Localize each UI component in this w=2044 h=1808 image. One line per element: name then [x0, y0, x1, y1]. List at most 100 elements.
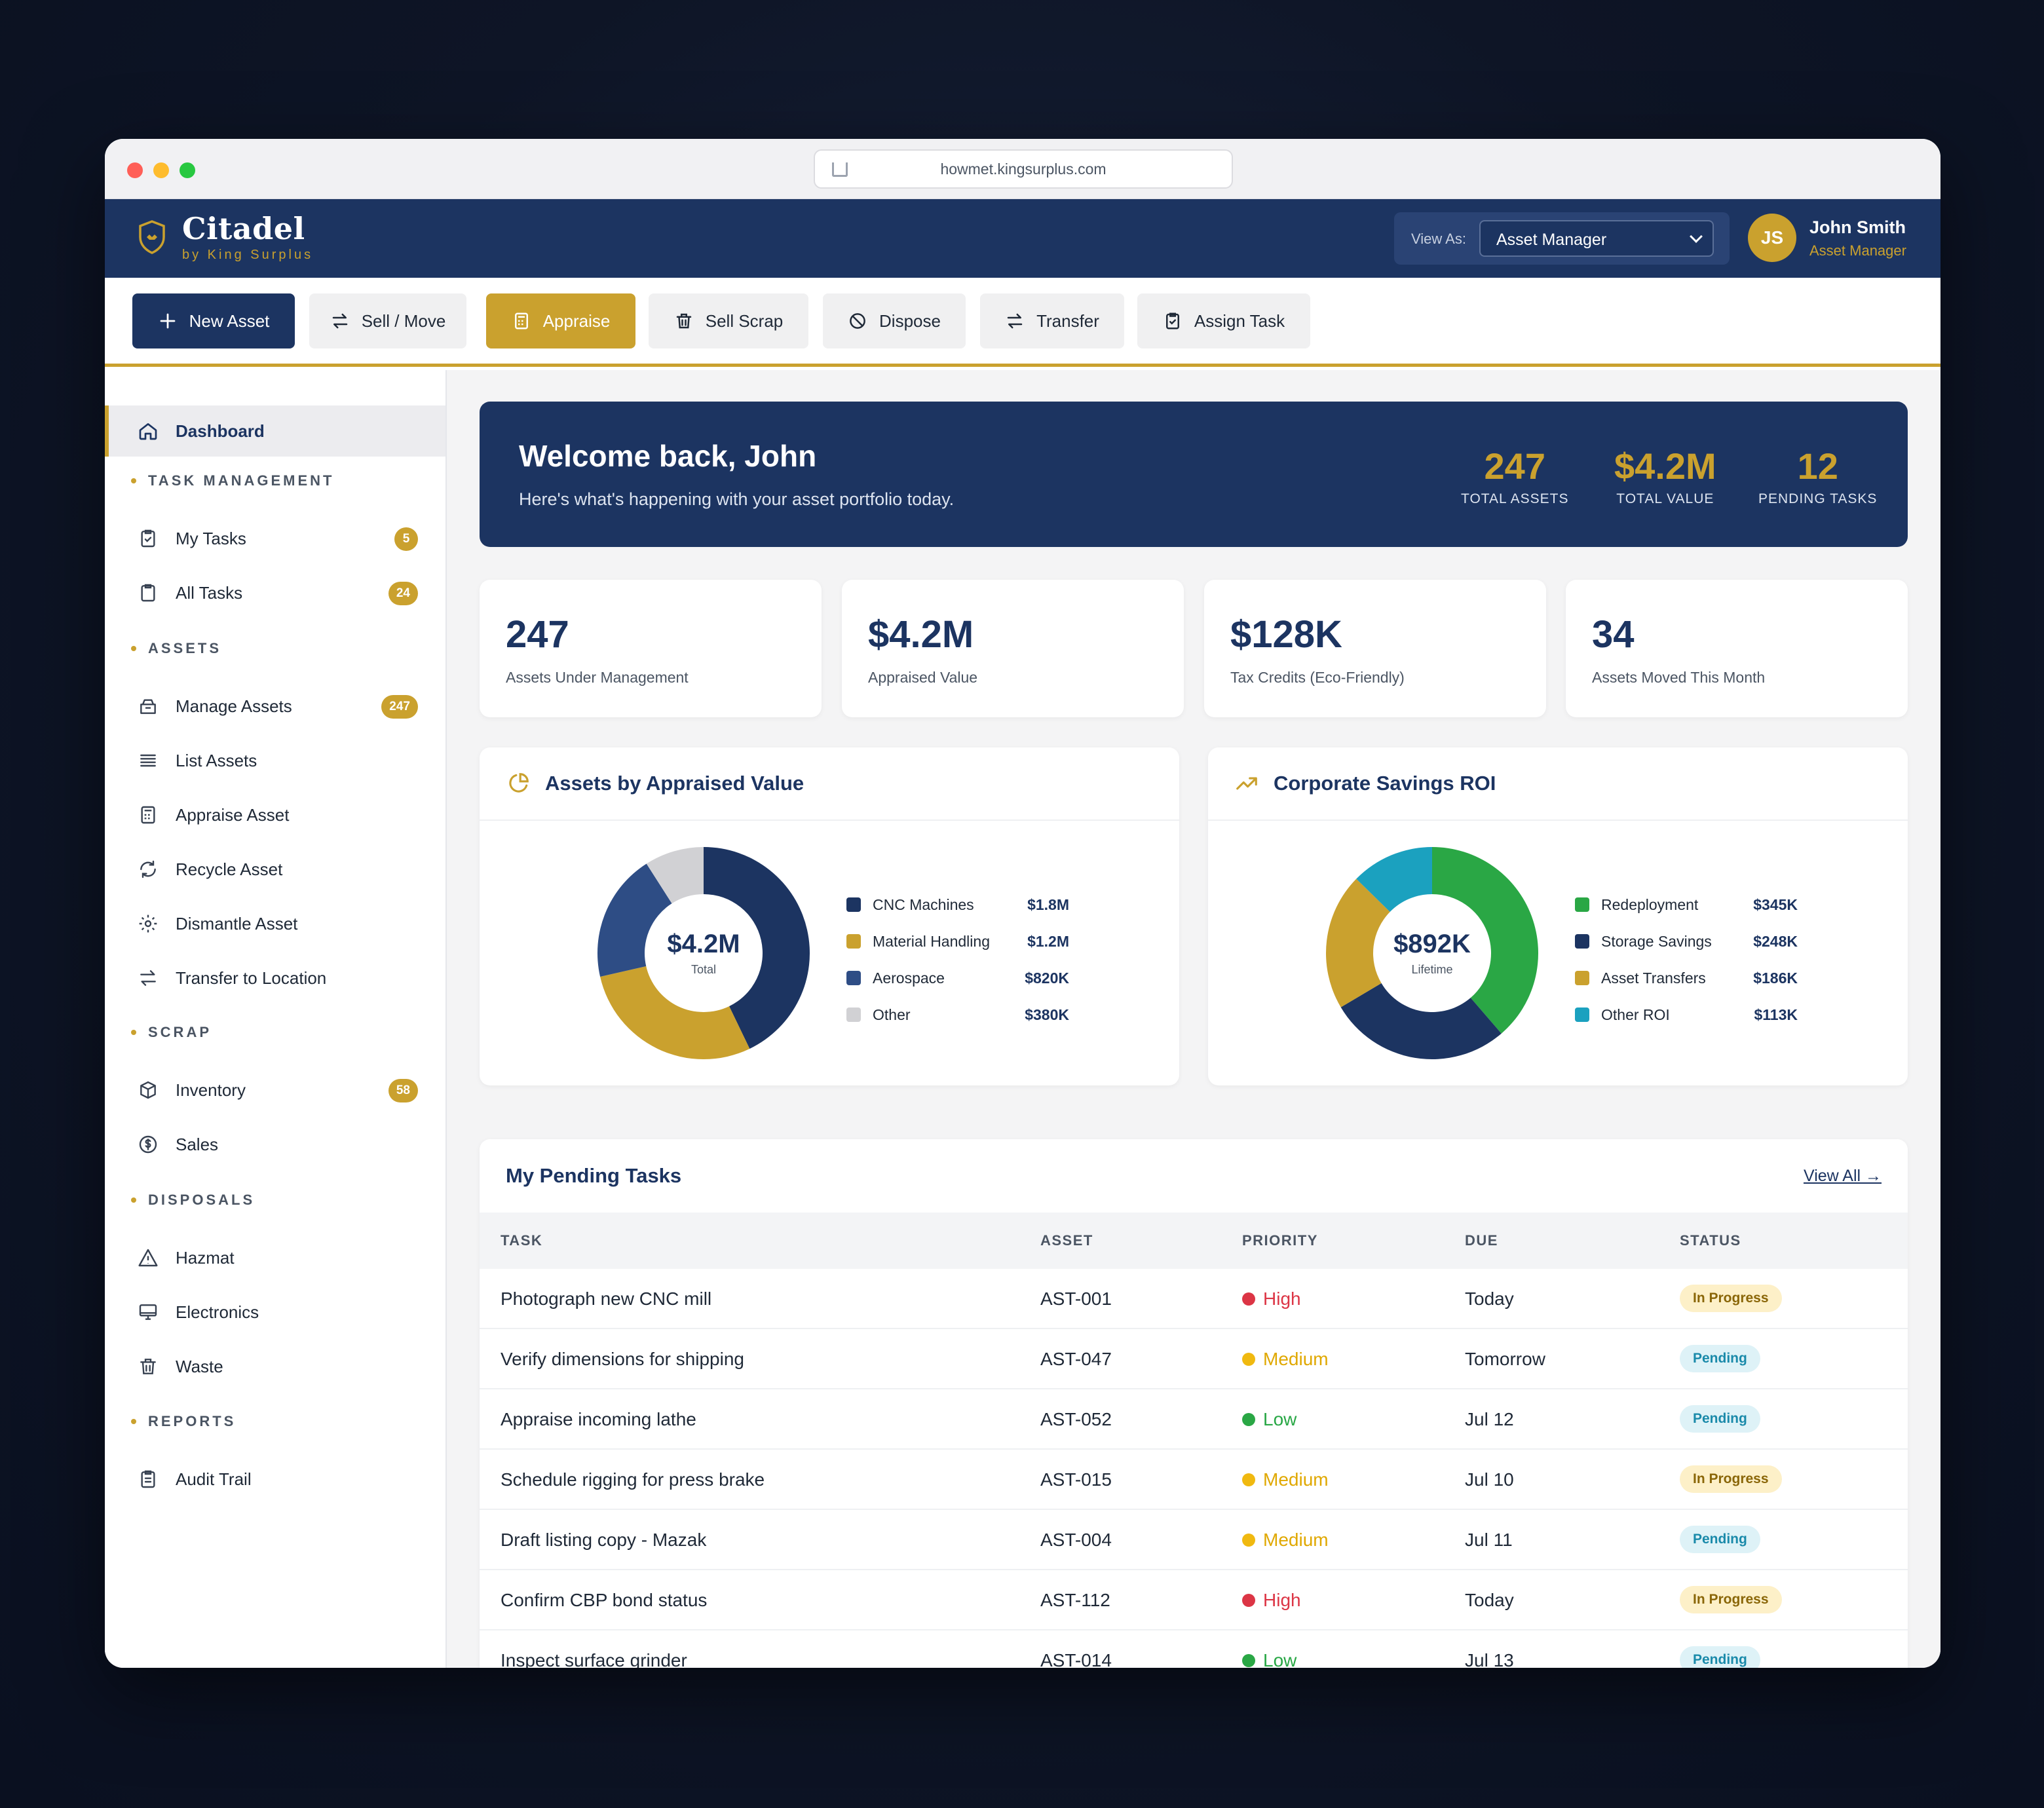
stat-value: $4.2M	[1614, 445, 1716, 487]
status-badge: In Progress	[1680, 1586, 1782, 1613]
address-bar[interactable]: howmet.kingsurplus.com	[814, 149, 1233, 189]
transfer-button[interactable]: Transfer	[980, 293, 1124, 348]
column-header-task[interactable]: TASK	[501, 1232, 543, 1249]
clipboard-check-icon	[141, 529, 155, 548]
sidebar-item-manage-assets[interactable]: Manage Assets 247	[105, 681, 445, 732]
sidebar-item-label: My Tasks	[176, 528, 246, 548]
table-row[interactable]: Confirm CBP bond status AST-112 High Today I…	[480, 1570, 1908, 1630]
priority-indicator: Low	[1242, 1650, 1296, 1668]
table-row[interactable]: Inspect surface grinder AST-014 Low Jul 13 P…	[480, 1630, 1908, 1668]
sidebar-item-all-tasks[interactable]: All Tasks 24	[105, 567, 445, 618]
sidebar-item-label: Electronics	[176, 1302, 259, 1322]
table-row[interactable]: Photograph new CNC mill AST-001 High Today I…	[480, 1269, 1908, 1329]
brand[interactable]: Citadel by King Surplus	[182, 211, 313, 263]
count-badge: 5	[394, 527, 418, 551]
sidebar-item-label: Dashboard	[176, 421, 265, 441]
ban-icon	[850, 313, 865, 329]
action-toolbar: New Asset Sell / Move Appraise Sell Scra…	[105, 278, 1940, 367]
status-badge: In Progress	[1680, 1285, 1782, 1312]
close-window-button[interactable]	[127, 162, 143, 178]
donut-center-value: $4.2M	[667, 930, 740, 958]
minimize-window-button[interactable]	[153, 162, 169, 178]
donut-slice-asset-transfers[interactable]	[1326, 878, 1390, 1008]
home-icon	[139, 423, 157, 440]
donut-slice-redeployment[interactable]	[1432, 847, 1538, 1034]
box-icon	[140, 699, 156, 714]
priority-indicator: Low	[1242, 1409, 1296, 1430]
calculator-icon	[514, 312, 528, 330]
table-row[interactable]: Draft listing copy - Mazak AST-004 Medium J…	[480, 1510, 1908, 1570]
sidebar-item-hazmat[interactable]: Hazmat	[105, 1232, 445, 1283]
donut-slice-material-handling[interactable]	[600, 966, 750, 1059]
assign-task-button[interactable]: Assign Task	[1137, 293, 1310, 348]
user-name[interactable]: John Smith	[1809, 217, 1906, 237]
table-row[interactable]: Appraise incoming lathe AST-052 Low Jul 12 P…	[480, 1389, 1908, 1450]
kpi-value: 34	[1592, 613, 1635, 656]
view-all-link[interactable]: View All →	[1803, 1167, 1882, 1185]
view-as-select[interactable]: Asset Manager	[1479, 220, 1714, 257]
donut-slice-aerospace[interactable]	[597, 863, 672, 977]
priority-indicator: High	[1242, 1289, 1301, 1309]
new-asset-button[interactable]: New Asset	[132, 293, 295, 348]
sell-move-button[interactable]: Sell / Move	[309, 293, 466, 348]
table-row[interactable]: Verify dimensions for shipping AST-047 Med…	[480, 1329, 1908, 1389]
dispose-button[interactable]: Dispose	[823, 293, 966, 348]
kpi-value: $4.2M	[868, 613, 974, 656]
sidebar-item-electronics[interactable]: Electronics	[105, 1287, 445, 1338]
task-name: Inspect surface grinder	[501, 1650, 687, 1668]
donut-chart-appraised-value	[597, 847, 810, 1059]
cube-icon	[140, 1081, 156, 1099]
column-header-priority[interactable]: PRIORITY	[1242, 1232, 1318, 1249]
column-header-due[interactable]: DUE	[1465, 1232, 1498, 1249]
kpi-label: Tax Credits (Eco-Friendly)	[1230, 669, 1405, 686]
legend-item: Other ROI $113K	[1575, 996, 1798, 1033]
donut-center-value: $892K	[1393, 930, 1471, 958]
sell-scrap-button[interactable]: Sell Scrap	[649, 293, 808, 348]
pending-tasks-panel: My Pending Tasks View All → TASK ASSET P…	[480, 1139, 1908, 1668]
kpi-value: 247	[506, 613, 569, 656]
sidebar-item-sales[interactable]: Sales	[105, 1119, 445, 1170]
asset-id: AST-047	[1040, 1349, 1112, 1369]
panel-title: Corporate Savings ROI	[1274, 772, 1496, 795]
task-name: Draft listing copy - Mazak	[501, 1530, 707, 1550]
sidebar-item-dismantle-asset[interactable]: Dismantle Asset	[105, 898, 445, 949]
column-header-asset[interactable]: ASSET	[1040, 1232, 1093, 1249]
browser-window: howmet.kingsurplus.com Citadel by King S…	[105, 139, 1940, 1668]
sidebar-item-label: Audit Trail	[176, 1469, 252, 1489]
legend-value: $820K	[1025, 969, 1069, 987]
gear-icon	[139, 914, 157, 933]
table-row[interactable]: Schedule rigging for press brake AST-015 M…	[480, 1450, 1908, 1510]
priority-indicator: Medium	[1242, 1349, 1329, 1370]
appraise-button[interactable]: Appraise	[486, 293, 635, 348]
donut-slice-other-roi[interactable]	[1356, 847, 1432, 913]
shield-logo-icon	[139, 220, 165, 254]
kpi-label: Appraised Value	[868, 669, 978, 686]
stat-total-assets: 247 TOTAL ASSETS	[1461, 445, 1569, 507]
donut-slice-cnc-machines[interactable]	[704, 847, 810, 1049]
sidebar-item-list-assets[interactable]: List Assets	[105, 735, 445, 786]
stat-total-value: $4.2M TOTAL VALUE	[1614, 445, 1716, 507]
column-header-status[interactable]: STATUS	[1680, 1232, 1741, 1249]
legend-swatch	[1575, 1008, 1589, 1022]
sidebar-item-audit-trail[interactable]: Audit Trail	[105, 1454, 445, 1505]
sidebar-item-inventory[interactable]: Inventory 58	[105, 1064, 445, 1116]
sidebar-item-recycle-asset[interactable]: Recycle Asset	[105, 844, 445, 895]
sidebar-item-dashboard[interactable]: Dashboard	[105, 405, 445, 457]
sidebar-toggle-icon[interactable]	[832, 162, 848, 177]
sidebar-item-waste[interactable]: Waste	[105, 1341, 445, 1392]
sidebar-item-appraise-asset[interactable]: Appraise Asset	[105, 789, 445, 840]
donut-slice-storage-savings[interactable]	[1340, 983, 1502, 1059]
priority-dot-icon	[1242, 1473, 1255, 1486]
maximize-window-button[interactable]	[180, 162, 195, 178]
avatar[interactable]: JS	[1748, 214, 1796, 262]
sidebar-item-my-tasks[interactable]: My Tasks 5	[105, 513, 445, 564]
user-role: Asset Manager	[1809, 242, 1906, 259]
calculator-icon	[141, 806, 155, 824]
kpi-card-assets-under-management: 247 Assets Under Management	[480, 580, 822, 717]
sidebar-item-label: Waste	[176, 1356, 223, 1376]
kpi-card-tax-credits: $128K Tax Credits (Eco-Friendly)	[1204, 580, 1546, 717]
sidebar-item-transfer-to-location[interactable]: Transfer to Location	[105, 952, 445, 1004]
donut-slice-other[interactable]	[646, 847, 704, 904]
count-badge: 247	[381, 695, 418, 719]
section-title: DISPOSALS	[148, 1192, 256, 1208]
